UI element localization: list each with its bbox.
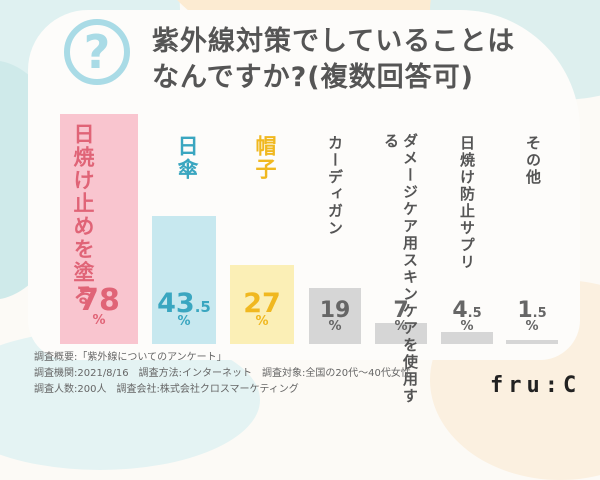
bar-supplement [441, 332, 493, 344]
bar-label: 帽子 [253, 135, 277, 181]
bar-label: 日傘 [175, 135, 199, 181]
bar-value: 78% [78, 283, 120, 328]
bar-other [506, 340, 558, 344]
bar-sunscreen [60, 114, 138, 344]
bar-value: 4.5% [452, 298, 482, 334]
bar-value: 1.5% [517, 298, 547, 334]
bar-value: 27% [243, 288, 281, 329]
bar-label: 日焼け止めを塗る [71, 123, 95, 307]
bar-skincare [375, 323, 427, 344]
chart-title: 紫外線対策でしていることは なんですか?(複数回答可) [152, 26, 516, 93]
bar-label: ダメージケア用スキンケアを使用する [382, 133, 419, 405]
bar-value: 43.5% [157, 288, 211, 329]
bar-value: 19% [319, 298, 351, 334]
bar-hat [230, 265, 294, 344]
bar-label: 日焼け防止サプリ [458, 135, 476, 271]
bar-parasol [152, 216, 216, 344]
bar-cardigan [309, 288, 361, 344]
survey-notes: 調査概要:「紫外線についてのアンケート」 調査機関:2021/8/16 調査方法… [34, 352, 411, 395]
brand-logo: fru:C [490, 373, 582, 398]
bar-value: 7% [393, 298, 409, 334]
bar-label: カーディガン [326, 135, 344, 237]
bar-label: その他 [524, 135, 542, 186]
question-circle-icon: ? [64, 19, 130, 85]
